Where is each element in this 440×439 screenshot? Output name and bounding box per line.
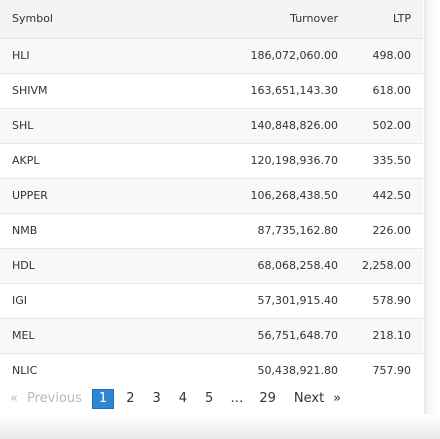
turnover-cell: 186,072,060.00 [169, 37, 351, 73]
table-row[interactable]: NLIC 50,438,921.80 757.90 [0, 352, 423, 388]
prev-arrow-icon: « [10, 391, 18, 406]
column-header-symbol[interactable]: Symbol [0, 0, 170, 39]
turnover-cell: 57,301,915.40 [169, 282, 351, 318]
next-button[interactable]: Next [293, 391, 325, 406]
column-header-turnover[interactable]: Turnover [169, 0, 351, 39]
turnover-cell: 140,848,826.00 [169, 107, 351, 143]
modal-shadow-bottom [0, 414, 440, 439]
column-header-ltp[interactable]: LTP [350, 0, 423, 39]
next-arrow-icon[interactable]: » [333, 391, 342, 406]
modal-shadow-right [424, 0, 440, 439]
page-2-button[interactable]: 2 [126, 391, 135, 406]
top-turnover-table: Symbol Turnover LTP HLI 186,072,060.00 498… [0, 0, 423, 388]
turnover-cell: 120,198,936.70 [169, 142, 351, 178]
symbol-cell: UPPER [0, 177, 170, 213]
page-29-button[interactable]: 29 [259, 391, 276, 406]
ltp-cell: 335.50 [350, 142, 423, 178]
page-4-button[interactable]: 4 [178, 391, 188, 406]
pagination-ellipsis: … [230, 391, 244, 406]
turnover-cell: 163,651,143.30 [169, 72, 351, 108]
ltp-cell: 498.00 [350, 37, 423, 73]
symbol-cell: NLIC [0, 352, 170, 388]
symbol-cell: SHIVM [0, 72, 170, 108]
ltp-cell: 618.00 [350, 72, 423, 108]
ltp-cell: 442.50 [350, 177, 423, 213]
turnover-cell: 50,438,921.80 [169, 352, 351, 388]
table-row[interactable]: AKPL 120,198,936.70 335.50 [0, 142, 423, 178]
ltp-cell: 578.90 [350, 282, 423, 318]
table-row[interactable]: HLI 186,072,060.00 498.00 [0, 37, 423, 73]
table-row[interactable]: NMB 87,735,162.80 226.00 [0, 212, 423, 248]
table-row[interactable]: IGI 57,301,915.40 578.90 [0, 282, 423, 318]
turnover-cell: 87,735,162.80 [169, 212, 351, 248]
page-5-button[interactable]: 5 [205, 391, 214, 406]
table-row[interactable]: UPPER 106,268,438.50 442.50 [0, 177, 423, 213]
symbol-cell: IGI [0, 282, 170, 318]
table-row[interactable]: SHL 140,848,826.00 502.00 [0, 107, 423, 143]
symbol-cell: HDL [0, 247, 170, 283]
pagination: « Previous 1 2 3 4 5 … 29 Next » [10, 389, 341, 409]
page-1-button[interactable]: 1 [91, 389, 115, 409]
table-row[interactable]: HDL 68,068,258.40 2,258.00 [0, 247, 423, 283]
symbol-cell: MEL [0, 317, 170, 353]
turnover-table-panel: Symbol Turnover LTP HLI 186,072,060.00 498… [0, 0, 423, 409]
symbol-cell: HLI [0, 37, 170, 73]
previous-button: Previous [26, 391, 82, 406]
turnover-cell: 56,751,648.70 [169, 317, 351, 353]
symbol-cell: AKPL [0, 142, 170, 178]
ltp-cell: 226.00 [350, 212, 423, 248]
ltp-cell: 757.90 [350, 352, 423, 388]
ltp-cell: 502.00 [350, 107, 423, 143]
table-header-row: Symbol Turnover LTP [0, 0, 423, 39]
table-row[interactable]: MEL 56,751,648.70 218.10 [0, 317, 423, 353]
turnover-cell: 68,068,258.40 [169, 247, 351, 283]
page-3-button[interactable]: 3 [152, 391, 161, 406]
turnover-cell: 106,268,438.50 [169, 177, 351, 213]
ltp-cell: 218.10 [350, 317, 423, 353]
symbol-cell: SHL [0, 107, 170, 143]
symbol-cell: NMB [0, 212, 170, 248]
ltp-cell: 2,258.00 [350, 247, 423, 283]
table-row[interactable]: SHIVM 163,651,143.30 618.00 [0, 72, 423, 108]
